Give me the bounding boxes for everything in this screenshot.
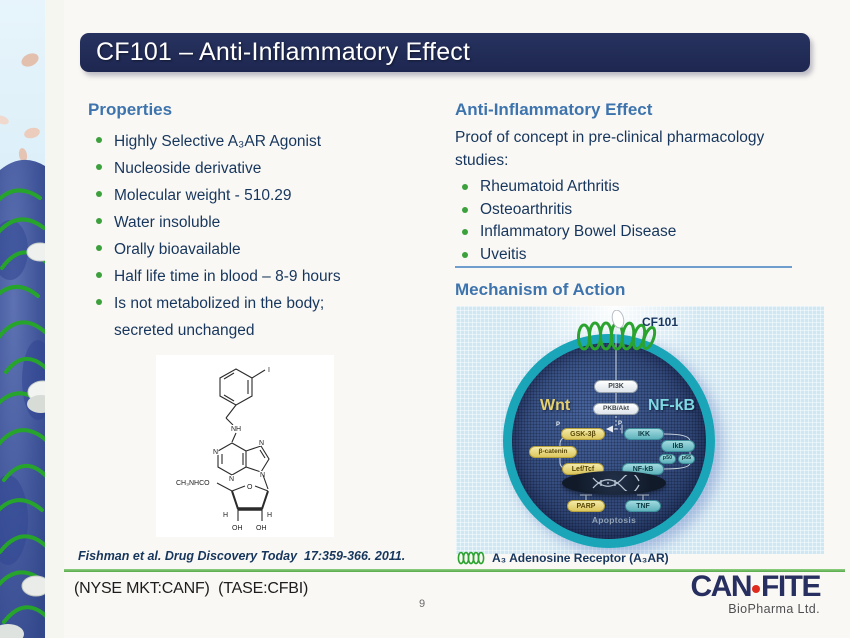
- citation: Fishman et al. Drug Discovery Today 17:3…: [78, 549, 406, 563]
- apoptosis-label: Apoptosis: [591, 515, 637, 525]
- nfkb-pathway-label: NF-kB: [648, 397, 696, 414]
- list-item: Water insoluble: [92, 209, 422, 236]
- properties-heading: Properties: [88, 100, 173, 119]
- anti-inflammatory-heading: Anti-Inflammatory Effect: [455, 100, 653, 119]
- footer-divider: [64, 569, 845, 572]
- list-item: Molecular weight - 510.29: [92, 182, 422, 209]
- node-beta-catenin: β-catenin: [529, 446, 577, 458]
- a3-receptor-icon: [577, 310, 657, 351]
- canfite-logo: CAN FITE BioPharma Ltd.: [690, 570, 822, 616]
- hydrogen-label: H: [267, 512, 272, 519]
- nitrogen-label: N: [213, 449, 218, 456]
- bullet-icon: [96, 164, 102, 170]
- biology-artwork: [0, 0, 59, 643]
- stock-ticker: (NYSE MKT:CANF) (TASE:CFBI): [74, 580, 309, 597]
- list-item: Half life time in blood – 8-9 hours: [92, 263, 422, 290]
- nitrogen-label: N: [260, 472, 265, 479]
- amide-label: CH₃NHCO: [176, 480, 210, 487]
- node-ikk: IKK: [624, 428, 664, 440]
- list-item: Nucleoside derivative: [92, 155, 422, 182]
- list-item: Highly Selective A₃AR Agonist: [92, 128, 422, 155]
- bullet-icon: [96, 272, 102, 278]
- list-item: Osteoarthritis: [458, 199, 793, 222]
- wnt-pathway-label: Wnt: [540, 397, 571, 414]
- mechanism-of-action-diagram: CF101 Wnt NF-kB PI3K PKB/Akt GSK-3β IKK …: [456, 306, 824, 554]
- mechanism-heading: Mechanism of Action: [455, 280, 626, 299]
- node-ikb: IkB: [661, 440, 695, 452]
- left-watermark-strip: [45, 0, 64, 638]
- dna-icon: [562, 471, 666, 495]
- logo-dot-icon: [752, 585, 760, 593]
- nitrogen-label: N: [229, 476, 234, 483]
- section-divider: [455, 266, 792, 268]
- bullet-icon: [462, 206, 468, 213]
- node-gsk3b: GSK-3β: [561, 428, 605, 440]
- bullet-icon: [462, 184, 468, 190]
- cf101-ligand-label: CF101: [642, 315, 679, 329]
- bullet-icon: [96, 218, 102, 224]
- left-artwork-strip: [0, 0, 59, 643]
- nh-label: NH: [231, 426, 241, 433]
- bullet-icon: [96, 191, 102, 197]
- bullet-icon: [462, 229, 468, 235]
- bullet-icon: [96, 137, 102, 143]
- node-p50: p50: [659, 454, 676, 464]
- bullet-icon: [96, 299, 102, 305]
- slide-title-bar: CF101 – Anti-Inflammatory Effect: [80, 33, 810, 72]
- node-p65: p65: [678, 454, 695, 464]
- bullet-icon: [462, 251, 468, 258]
- molecule-drawing: I NH N N N N O: [175, 366, 273, 533]
- node-pi3k: PI3K: [594, 380, 638, 393]
- list-item: Uveitis: [458, 244, 793, 267]
- logo-wordmark: CAN FITE: [690, 570, 822, 603]
- logo-subtitle: BioPharma Ltd.: [728, 602, 820, 616]
- receptor-coil-icon: [457, 551, 485, 565]
- properties-list: Highly Selective A₃AR Agonist Nucleoside…: [92, 128, 422, 344]
- hydroxyl-label: OH: [232, 525, 243, 532]
- node-tnf: TNF: [625, 500, 661, 512]
- iodine-label: I: [268, 367, 270, 374]
- list-item: Is not metabolized in the body; secreted…: [92, 290, 422, 344]
- nitrogen-label: N: [259, 440, 264, 447]
- bullet-icon: [96, 245, 102, 251]
- list-item: Orally bioavailable: [92, 236, 422, 263]
- list-item: Inflammatory Bowel Disease: [458, 221, 793, 244]
- oxygen-label: O: [247, 484, 253, 491]
- indications-list: Rheumatoid Arthritis Osteoarthritis Infl…: [458, 176, 793, 266]
- hydrogen-label: H: [223, 512, 228, 519]
- anti-inflammatory-intro: Proof of concept in pre-clinical pharmac…: [455, 129, 765, 169]
- hydroxyl-label: OH: [256, 525, 267, 532]
- receptor-legend: A₃ Adenosine Receptor (A₃AR): [457, 551, 669, 565]
- legend-label: A₃ Adenosine Receptor (A₃AR): [492, 551, 669, 565]
- slide-title: CF101 – Anti-Inflammatory Effect: [96, 38, 471, 66]
- phospho-label: P: [618, 421, 623, 427]
- phospho-label: P: [556, 422, 561, 428]
- node-pkb-akt: PKB/Akt: [593, 403, 639, 415]
- page-number: 9: [418, 598, 426, 610]
- list-item: Rheumatoid Arthritis: [458, 176, 793, 199]
- node-parp: PARP: [567, 500, 605, 512]
- cf101-chemical-structure: I NH N N N N O: [156, 355, 334, 537]
